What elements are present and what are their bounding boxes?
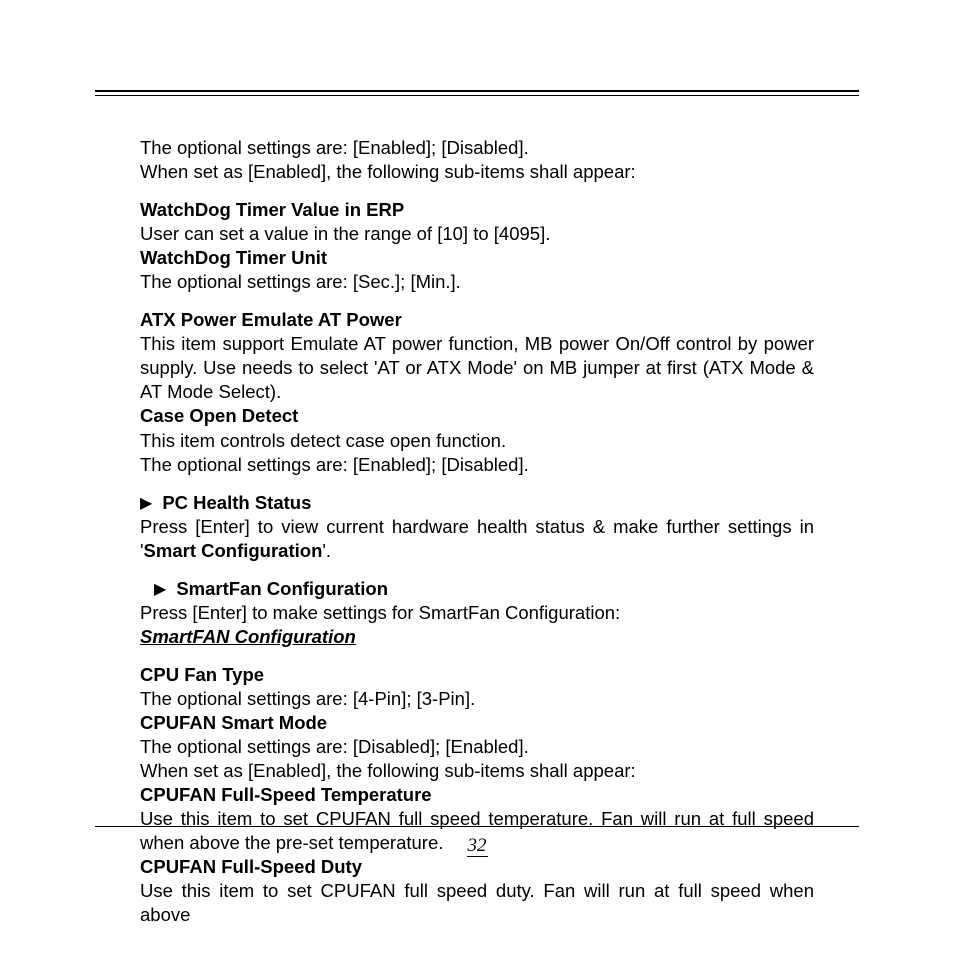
smartfan-row: ▶ SmartFan Configuration: [140, 577, 814, 601]
cpu-fan-type-body: The optional settings are: [4-Pin]; [3-P…: [140, 687, 814, 711]
top-rule-outer: [95, 90, 859, 92]
case-open-title: Case Open Detect: [140, 404, 814, 428]
case-open-body2: The optional settings are: [Enabled]; [D…: [140, 453, 814, 477]
section-smartfan: ▶ SmartFan Configuration Press [Enter] t…: [140, 577, 814, 649]
pc-health-body: Press [Enter] to view current hardware h…: [140, 515, 814, 563]
atx-title: ATX Power Emulate AT Power: [140, 308, 814, 332]
arrow-icon: ▶: [154, 580, 166, 601]
page-number: 32: [95, 835, 859, 857]
arrow-icon: ▶: [140, 494, 152, 515]
atx-body: This item support Emulate AT power funct…: [140, 332, 814, 404]
section-cpu-fan-type: CPU Fan Type The optional settings are: …: [140, 663, 814, 928]
pc-health-post: '.: [322, 540, 331, 561]
pc-health-row: ▶ PC Health Status: [140, 491, 814, 515]
smartfan-subtitle: SmartFAN Configuration: [140, 625, 814, 649]
watchdog-value-body: User can set a value in the range of [10…: [140, 222, 814, 246]
cpufan-smart-body2: When set as [Enabled], the following sub…: [140, 759, 814, 783]
pc-health-bold: Smart Configuration: [144, 540, 323, 561]
intro-line1: The optional settings are: [Enabled]; [D…: [140, 136, 814, 160]
watchdog-unit-body: The optional settings are: [Sec.]; [Min.…: [140, 270, 814, 294]
intro-line2: When set as [Enabled], the following sub…: [140, 160, 814, 184]
smartfan-title: SmartFan Configuration: [176, 577, 388, 601]
footer-rule: [95, 826, 859, 827]
pc-health-title: PC Health Status: [162, 491, 311, 515]
cpufan-temp-title: CPUFAN Full-Speed Temperature: [140, 783, 814, 807]
smartfan-body: Press [Enter] to make settings for Smart…: [140, 601, 814, 625]
cpu-fan-type-title: CPU Fan Type: [140, 663, 814, 687]
cpufan-duty-title: CPUFAN Full-Speed Duty: [140, 855, 814, 879]
page-content: The optional settings are: [Enabled]; [D…: [95, 96, 859, 927]
page-number-text: 32: [467, 835, 488, 857]
cpufan-smart-body1: The optional settings are: [Disabled]; […: [140, 735, 814, 759]
section-watchdog-value: WatchDog Timer Value in ERP User can set…: [140, 198, 814, 294]
section-pc-health: ▶ PC Health Status Press [Enter] to view…: [140, 491, 814, 563]
cpufan-smart-title: CPUFAN Smart Mode: [140, 711, 814, 735]
watchdog-unit-title: WatchDog Timer Unit: [140, 246, 814, 270]
watchdog-value-title: WatchDog Timer Value in ERP: [140, 198, 814, 222]
page-container: The optional settings are: [Enabled]; [D…: [95, 90, 859, 859]
cpufan-duty-body: Use this item to set CPUFAN full speed d…: [140, 879, 814, 927]
case-open-body1: This item controls detect case open func…: [140, 429, 814, 453]
section-atx: ATX Power Emulate AT Power This item sup…: [140, 308, 814, 476]
